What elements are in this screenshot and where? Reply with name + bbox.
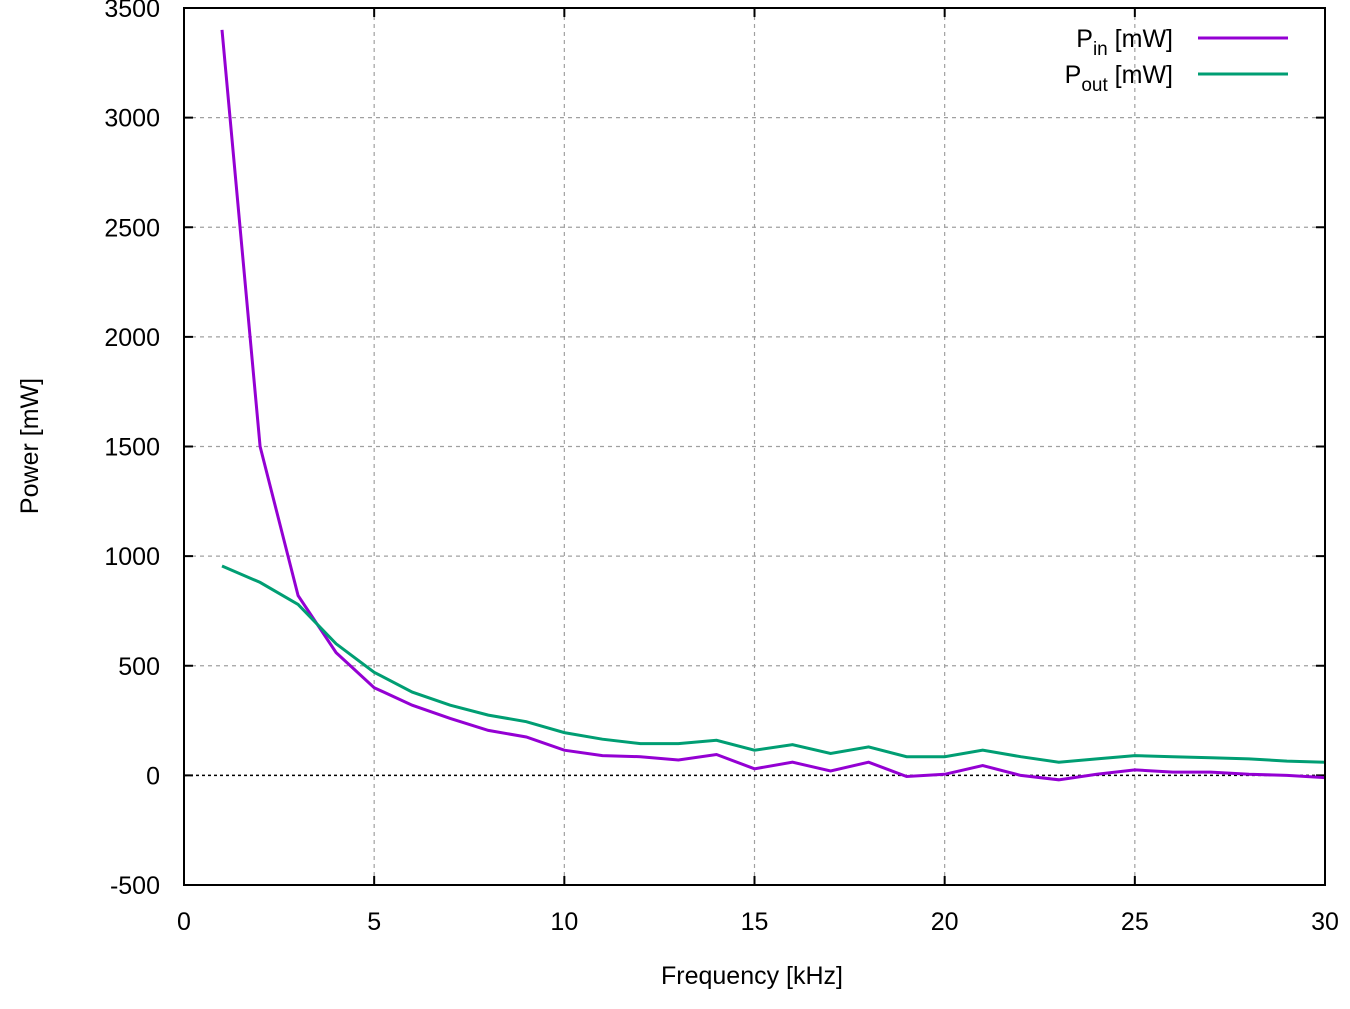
y-tick-label: 1000 — [104, 543, 160, 571]
y-tick-label: 500 — [118, 653, 160, 681]
plot-frame — [183, 7, 1326, 886]
y-tick-label: 3500 — [104, 0, 160, 23]
x-tick-label: 20 — [931, 908, 959, 936]
legend: Pin [mW]Pout [mW] — [1065, 25, 1288, 96]
y-tick-label: 2000 — [104, 324, 160, 352]
ticks: 0 5 10 15 20 25 30 -500 0 500 1000 1500 2000 2500 3000… — [104, 0, 1339, 936]
y-tick-label: 0 — [146, 762, 160, 790]
y-tick-label: 3000 — [104, 105, 160, 133]
series-lines — [220, 29, 1326, 782]
x-tick-label: 10 — [550, 908, 578, 936]
y-axis-label: Power [mW] — [16, 378, 44, 514]
series-line-out — [221, 564, 1326, 764]
y-tick-label: 1500 — [104, 434, 160, 462]
legend-label-in: Pin [mW] — [1076, 25, 1173, 60]
series-line-in — [220, 29, 1326, 782]
x-tick-label: 30 — [1311, 908, 1339, 936]
x-axis-label: Frequency [kHz] — [661, 962, 843, 990]
x-tick-label: 25 — [1121, 908, 1149, 936]
legend-label-out: Pout [mW] — [1065, 61, 1173, 96]
y-tick-label: 2500 — [104, 214, 160, 242]
grid — [184, 8, 1325, 885]
x-tick-label: 0 — [177, 908, 191, 936]
y-tick-label: -500 — [110, 872, 160, 900]
x-tick-label: 15 — [741, 908, 769, 936]
x-tick-label: 5 — [367, 908, 381, 936]
